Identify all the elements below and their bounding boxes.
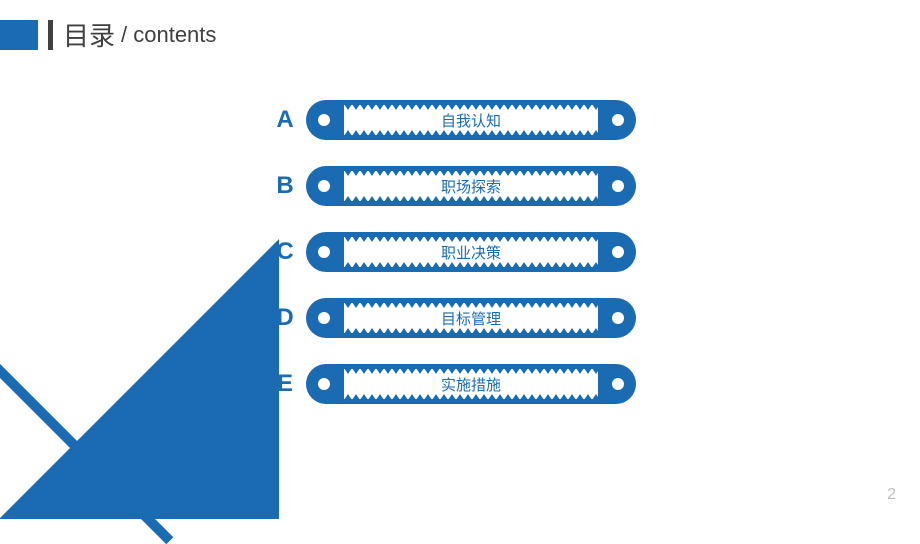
- pill-inner: 实施措施: [344, 369, 598, 399]
- decor-corner-triangle: [0, 239, 279, 519]
- toc-row: B 职场探索: [270, 166, 670, 206]
- pill-inner: 职场探索: [344, 171, 598, 201]
- header-block-accent: [0, 20, 38, 50]
- toc-item-label: 职业决策: [441, 242, 501, 263]
- pill-hole-right: [612, 312, 624, 324]
- toc-item-label: 自我认知: [441, 110, 501, 131]
- toc-row: D目标管理: [270, 298, 670, 338]
- pill-inner: 职业决策: [344, 237, 598, 267]
- pill-hole-right: [612, 180, 624, 192]
- toc-pill: 职业决策: [306, 232, 636, 272]
- toc-item-label: 目标管理: [441, 308, 501, 329]
- toc-letter: B: [270, 172, 300, 200]
- pill-hole-left: [318, 114, 330, 126]
- toc-row: C职业决策: [270, 232, 670, 272]
- header-bar-accent: [48, 20, 53, 50]
- pill-inner: 目标管理: [344, 303, 598, 333]
- toc-pill: 职场探索: [306, 166, 636, 206]
- toc-item-label: 职场探索: [441, 176, 501, 197]
- toc-row: E实施措施: [270, 364, 670, 404]
- pill-hole-left: [318, 246, 330, 258]
- toc-pill: 实施措施: [306, 364, 636, 404]
- page-number: 2: [887, 486, 896, 504]
- pill-hole-left: [318, 312, 330, 324]
- toc-pill: 自我认知: [306, 100, 636, 140]
- pill-hole-right: [612, 114, 624, 126]
- toc-pill: 目标管理: [306, 298, 636, 338]
- slide-header: 目录 / contents: [0, 16, 216, 53]
- pill-inner: 自我认知: [344, 105, 598, 135]
- pill-hole-left: [318, 378, 330, 390]
- pill-hole-right: [612, 246, 624, 258]
- toc-letter: A: [270, 106, 300, 134]
- toc-list: A 自我认知 B 职场探索 C职业决策 D目标管理 E实施措施: [270, 100, 670, 430]
- toc-row: A 自我认知: [270, 100, 670, 140]
- header-title-cn: 目录: [63, 16, 115, 53]
- pill-hole-left: [318, 180, 330, 192]
- pill-hole-right: [612, 378, 624, 390]
- toc-item-label: 实施措施: [441, 374, 501, 395]
- header-title-en: / contents: [121, 22, 216, 48]
